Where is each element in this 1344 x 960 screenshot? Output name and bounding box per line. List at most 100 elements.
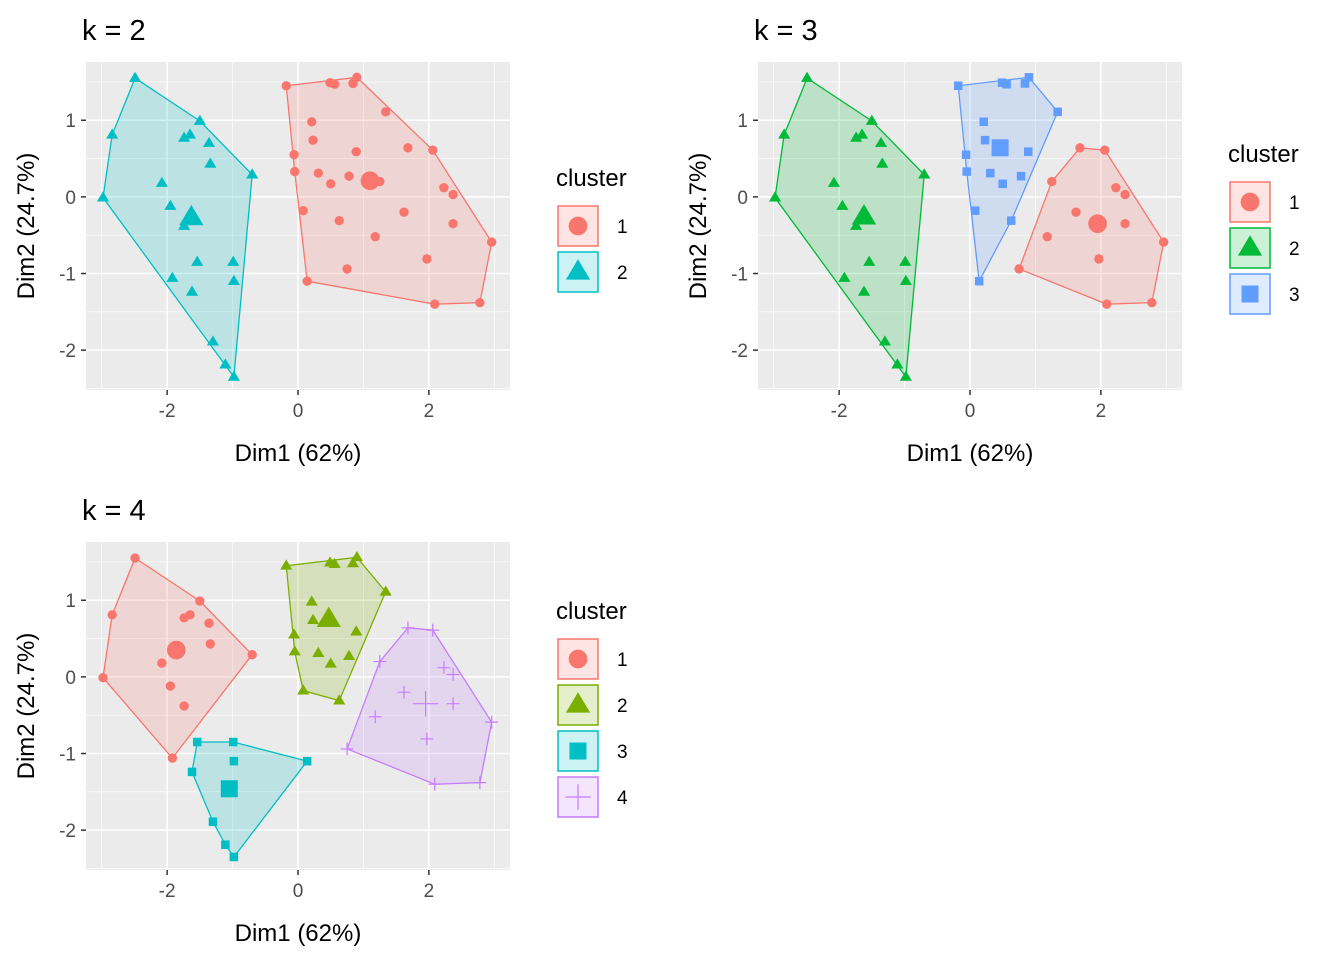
data-point	[208, 817, 218, 826]
data-point	[778, 128, 791, 139]
data-point	[401, 621, 415, 635]
legend-key-2: 2	[557, 684, 628, 726]
legend-label: 3	[1289, 285, 1300, 306]
x-tick-label: -2	[159, 881, 176, 902]
legend-marker-square	[569, 742, 587, 760]
data-point	[281, 81, 291, 91]
data-point	[305, 595, 318, 606]
cluster-centroid-2	[179, 204, 204, 226]
panel-k4: -2 0 2 1 0 -1 -2 k = 4 Dim1 (62%) Dim2 (24.7%) clu…	[13, 495, 628, 947]
data-point	[918, 168, 931, 179]
legend: cluster 1 2	[556, 165, 628, 293]
data-point	[246, 168, 259, 179]
data-point	[193, 114, 206, 125]
legend-marker-plus	[565, 784, 591, 810]
data-point	[1120, 189, 1130, 200]
data-point	[166, 271, 179, 282]
data-point	[850, 219, 863, 230]
cluster-centroid-1	[360, 171, 380, 191]
data-point	[953, 81, 963, 91]
data-point	[204, 157, 217, 168]
legend-label: 1	[1289, 193, 1300, 214]
data-point	[219, 358, 232, 369]
data-point	[306, 613, 320, 624]
legend-marker-triangle	[565, 259, 591, 280]
data-point	[1014, 264, 1024, 274]
data-point	[768, 191, 782, 202]
legend-label: 1	[617, 217, 628, 238]
data-point	[333, 694, 346, 705]
x-tick-label: 0	[965, 401, 976, 422]
data-point	[1075, 143, 1085, 153]
data-point	[229, 756, 239, 766]
y-tick-label: 0	[65, 188, 76, 209]
data-point	[280, 559, 293, 570]
data-point	[368, 710, 382, 724]
legend-title: cluster	[1228, 141, 1299, 168]
data-point	[379, 585, 392, 596]
data-point	[98, 672, 108, 683]
y-tick-label: 0	[65, 668, 76, 689]
legend-label: 4	[617, 788, 628, 809]
data-point	[1071, 207, 1081, 217]
y-tick-label: 1	[65, 111, 76, 132]
y-axis-label: Dim2 (24.7%)	[13, 153, 40, 300]
data-point	[328, 557, 341, 569]
data-point	[289, 150, 299, 160]
x-tick-label: 0	[293, 401, 304, 422]
cluster-centroid-3	[220, 780, 238, 798]
data-point	[204, 618, 214, 628]
legend-marker-triangle	[1237, 235, 1263, 256]
data-point	[430, 299, 440, 309]
legend-key-4: 4	[557, 776, 628, 818]
data-point	[838, 271, 851, 282]
data-point	[1053, 107, 1062, 117]
panel-k3: -2 0 2 1 0 -1 -2 k = 3 Dim1 (62%) Dim2 (24.7%) clu…	[685, 15, 1300, 467]
data-point	[130, 553, 140, 563]
data-point	[342, 264, 352, 274]
x-axis-label: Dim1 (62%)	[235, 440, 362, 467]
data-point	[191, 255, 204, 266]
y-axis-label: Dim2 (24.7%)	[13, 633, 40, 780]
data-point	[865, 114, 878, 125]
data-point	[298, 205, 308, 216]
panel-title: k = 4	[82, 495, 146, 527]
data-point	[351, 146, 361, 157]
data-point	[487, 237, 497, 247]
data-point	[370, 232, 380, 242]
cluster-hull-4	[346, 627, 493, 785]
data-point	[334, 215, 344, 226]
data-point	[228, 737, 238, 747]
cluster-centroid-2	[316, 606, 341, 628]
data-point	[129, 71, 142, 82]
data-point	[308, 135, 318, 145]
data-point	[324, 657, 337, 668]
legend-key-3: 3	[1229, 273, 1300, 315]
data-point	[179, 613, 189, 623]
y-tick-label: -2	[731, 341, 748, 362]
data-point	[426, 623, 440, 637]
data-point	[107, 610, 117, 620]
legend-key-2: 2	[1229, 227, 1300, 269]
data-point	[1023, 147, 1033, 156]
cluster-centroid-3	[991, 139, 1009, 157]
data-point	[288, 645, 301, 656]
data-point	[178, 131, 191, 142]
data-point	[1094, 254, 1104, 264]
data-point	[446, 697, 460, 711]
data-point	[350, 625, 363, 636]
data-point	[1120, 219, 1130, 229]
data-point	[192, 737, 202, 747]
data-point	[329, 79, 340, 89]
data-point	[373, 655, 387, 668]
data-point	[855, 128, 869, 139]
data-point	[96, 191, 110, 202]
y-tick-label: -2	[59, 341, 76, 362]
legend-key-1: 1	[557, 205, 628, 247]
data-point	[986, 168, 995, 178]
y-tick-label: -1	[59, 745, 76, 766]
data-point	[979, 117, 988, 127]
data-point	[1102, 299, 1112, 309]
cluster-centroid-2	[851, 204, 877, 225]
